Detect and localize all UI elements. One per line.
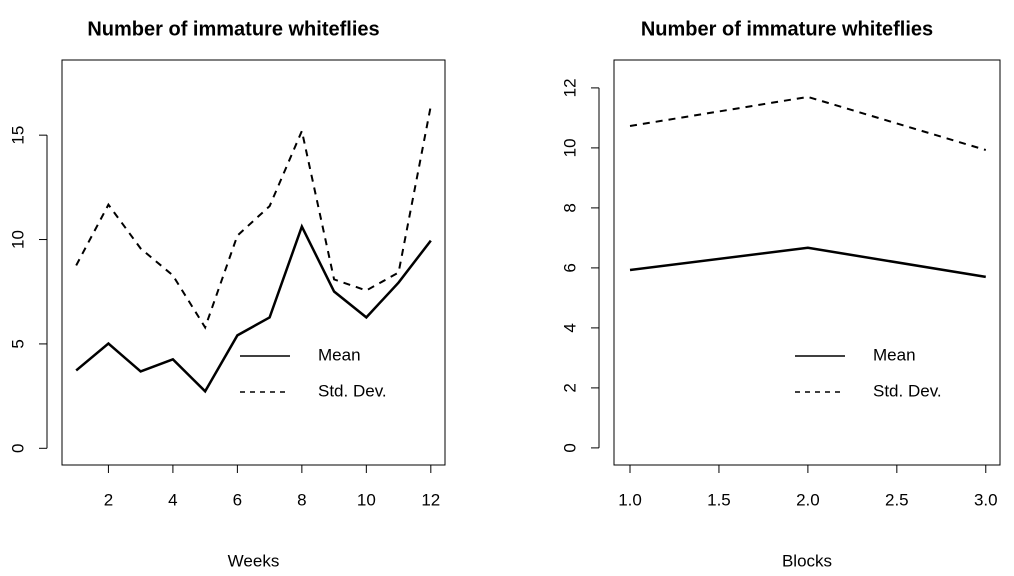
x-tick-label: 1.5 <box>707 490 731 509</box>
y-tick-label: 5 <box>8 339 27 348</box>
x-tick-label: 4 <box>168 490 177 509</box>
x-tick-label: 2 <box>104 490 113 509</box>
x-tick-label: 6 <box>233 490 242 509</box>
series-line <box>629 95 987 151</box>
series-line <box>75 223 432 394</box>
legend-label: Mean <box>318 345 361 364</box>
y-tick-label: 0 <box>560 443 579 452</box>
x-tick-label: 10 <box>357 490 376 509</box>
x-tick-label: 1.0 <box>618 490 642 509</box>
series-line <box>629 246 986 279</box>
y-tick-label: 10 <box>8 230 27 249</box>
x-tick-label: 2.5 <box>885 490 909 509</box>
plot-box <box>61 59 446 466</box>
series-line <box>75 105 432 330</box>
legend-label: Mean <box>873 345 916 364</box>
y-tick-label: 15 <box>8 126 27 145</box>
y-tick-label: 4 <box>560 323 579 332</box>
plot-box <box>613 59 1001 466</box>
x-tick-label: 12 <box>421 490 440 509</box>
y-tick-label: 6 <box>560 263 579 272</box>
chart-title: Number of immature whiteflies <box>87 18 379 40</box>
x-tick-label: 8 <box>297 490 306 509</box>
y-tick-label: 8 <box>560 203 579 212</box>
y-tick-label: 12 <box>560 78 579 97</box>
legend-label: Std. Dev. <box>318 381 387 400</box>
y-tick-label: 0 <box>8 444 27 453</box>
chart-title: Number of immature whiteflies <box>641 18 933 40</box>
x-tick-label: 2.0 <box>796 490 820 509</box>
legend-label: Std. Dev. <box>873 381 942 400</box>
y-tick-label: 2 <box>560 383 579 392</box>
x-axis-label: Weeks <box>228 551 280 570</box>
y-tick-label: 10 <box>560 138 579 157</box>
x-axis-label: Blocks <box>782 551 832 570</box>
x-tick-label: 3.0 <box>974 490 998 509</box>
